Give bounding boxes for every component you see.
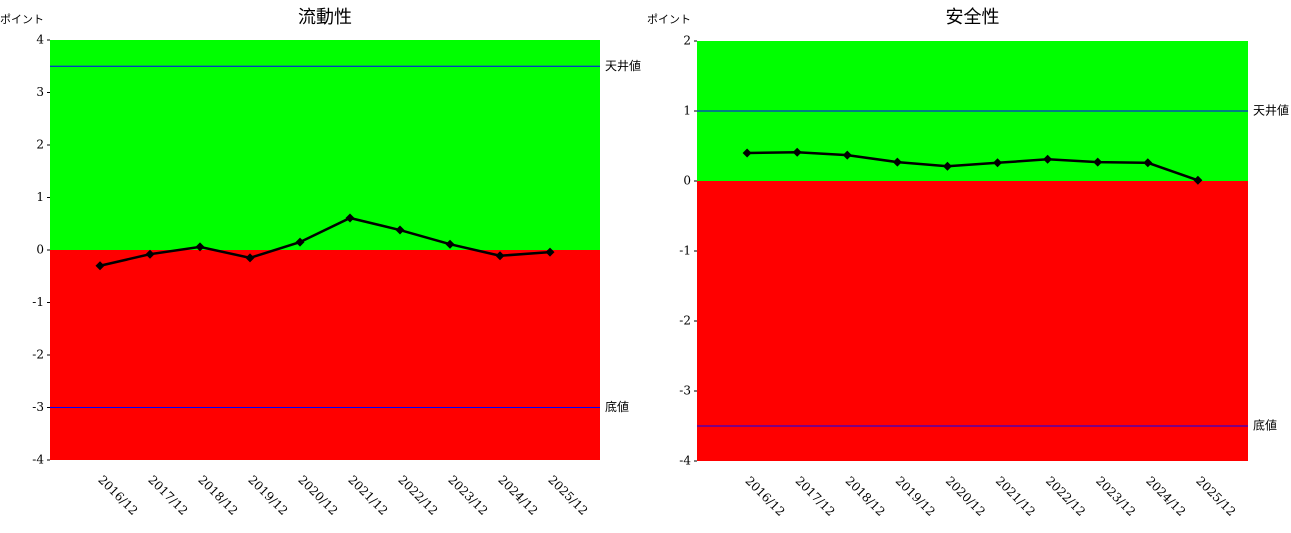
y-tick-label: 1 bbox=[36, 190, 44, 204]
y-tick-label: 2 bbox=[683, 34, 691, 48]
x-tick-label: 2022/12 bbox=[1043, 474, 1088, 519]
y-tick-label: -1 bbox=[32, 295, 44, 309]
x-tick-label: 2023/12 bbox=[1093, 474, 1138, 519]
series-line bbox=[747, 151, 1199, 182]
point bbox=[1093, 157, 1103, 167]
chart-title: 流動性 bbox=[298, 7, 352, 28]
below-zone bbox=[697, 181, 1248, 461]
y-tick-label: 0 bbox=[36, 243, 44, 257]
series-line bbox=[99, 216, 551, 267]
x-tick-label: 2018/12 bbox=[195, 473, 240, 518]
x-tick-label: 2024/12 bbox=[495, 473, 540, 518]
chart-title: 安全性 bbox=[946, 7, 1000, 28]
x-tick-label: 2018/12 bbox=[843, 474, 888, 519]
y-tick-label: -4 bbox=[32, 453, 44, 467]
point bbox=[545, 247, 555, 257]
point bbox=[842, 150, 852, 160]
reference-label: 天井値 bbox=[1253, 103, 1289, 118]
x-tick-label: 2020/12 bbox=[295, 473, 340, 518]
point bbox=[892, 157, 902, 167]
x-tick-label: 2020/12 bbox=[943, 474, 988, 519]
point bbox=[942, 161, 952, 171]
y-tick-label: 3 bbox=[36, 85, 44, 99]
point bbox=[1143, 158, 1153, 168]
point bbox=[195, 242, 205, 252]
x-tick-label: 2025/12 bbox=[545, 473, 590, 518]
x-tick-label: 2021/12 bbox=[993, 474, 1038, 519]
x-tick-label: 2017/12 bbox=[145, 473, 190, 518]
y-tick-label: -1 bbox=[679, 244, 691, 258]
y-tick-label: -2 bbox=[32, 348, 44, 362]
point bbox=[1043, 154, 1053, 164]
y-tick-label: -2 bbox=[679, 314, 691, 328]
reference-label: 底値 bbox=[605, 399, 629, 414]
point bbox=[95, 261, 105, 271]
point bbox=[1193, 175, 1203, 185]
point bbox=[145, 249, 155, 259]
point bbox=[993, 158, 1003, 168]
x-tick-label: 2021/12 bbox=[345, 473, 390, 518]
above-zone bbox=[50, 40, 600, 250]
point bbox=[245, 253, 255, 263]
point bbox=[345, 213, 355, 223]
y-axis-label: ポイント bbox=[647, 13, 691, 26]
y-tick-label: 4 bbox=[36, 33, 44, 47]
x-tick-label: 2019/12 bbox=[893, 474, 938, 519]
x-tick-label: 2025/12 bbox=[1193, 474, 1238, 519]
point bbox=[792, 147, 802, 157]
reference-label: 天井値 bbox=[605, 58, 641, 73]
x-tick-label: 2016/12 bbox=[95, 473, 140, 518]
y-tick-label: 0 bbox=[683, 174, 691, 188]
y-axis-label: ポイント bbox=[0, 13, 44, 26]
x-tick-label: 2023/12 bbox=[445, 473, 490, 518]
point bbox=[395, 225, 405, 235]
x-tick-label: 2017/12 bbox=[793, 474, 838, 519]
below-zone bbox=[50, 250, 600, 460]
point bbox=[295, 237, 305, 247]
point bbox=[495, 251, 505, 261]
x-tick-label: 2019/12 bbox=[245, 473, 290, 518]
x-tick-label: 2022/12 bbox=[395, 473, 440, 518]
reference-label: 底値 bbox=[1253, 418, 1277, 433]
point bbox=[445, 239, 455, 249]
y-tick-label: 2 bbox=[36, 138, 44, 152]
y-tick-label: -3 bbox=[32, 400, 44, 414]
y-tick-label: -4 bbox=[679, 454, 691, 468]
point bbox=[742, 148, 752, 158]
y-tick-label: -3 bbox=[679, 384, 691, 398]
y-tick-label: 1 bbox=[683, 104, 691, 118]
x-tick-label: 2016/12 bbox=[742, 474, 787, 519]
x-tick-label: 2024/12 bbox=[1143, 474, 1188, 519]
